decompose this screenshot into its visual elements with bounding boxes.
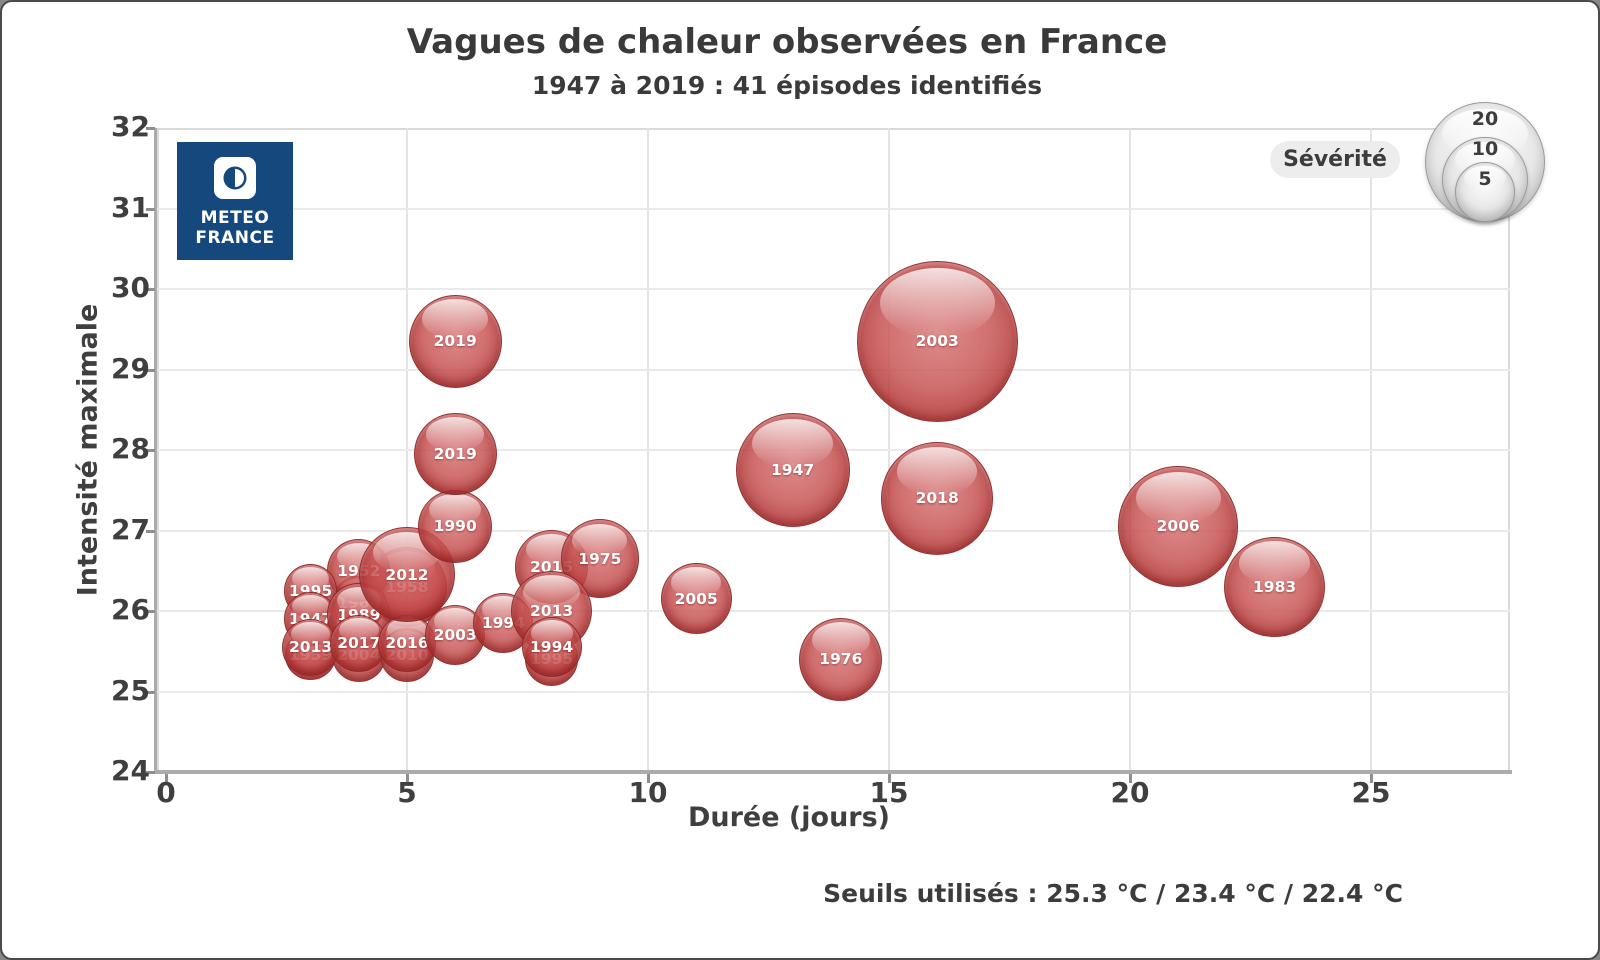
bubble-1994: 1994 [521, 617, 582, 678]
x-tick-label-5: 5 [397, 776, 417, 809]
legend-title-pill: Sévérité [1270, 141, 1400, 178]
bubble-1983: 1983 [1224, 536, 1325, 638]
bubble-label-1947: 1947 [771, 461, 815, 480]
y-tick-24 [146, 771, 155, 774]
x-tick-label-20: 20 [1110, 776, 1150, 809]
y-tick-26 [146, 610, 155, 613]
legend-size-label-10: 10 [1471, 138, 1499, 161]
bubble-label-1990: 1990 [433, 517, 477, 536]
legend-title: Sévérité [1283, 147, 1387, 172]
y-tick-label-26: 26 [111, 593, 150, 626]
bubble-label-1976: 1976 [819, 650, 863, 669]
y-axis-title: Intensité maximale [72, 303, 104, 597]
x-tick-label-10: 10 [628, 776, 668, 809]
gridline-y-31 [157, 207, 1510, 210]
bubble-label-2019: 2019 [433, 332, 477, 351]
y-tick-25 [146, 690, 155, 694]
y-tick-label-28: 28 [111, 432, 150, 465]
bubble-label-2012: 2012 [385, 565, 429, 584]
bubble-1976: 1976 [799, 617, 883, 701]
logo-text: METEO FRANCE [195, 208, 274, 248]
bubble-2006: 2006 [1118, 466, 1239, 587]
bubble-label-2005: 2005 [674, 589, 718, 608]
gridline-y-29 [157, 368, 1510, 371]
x-axis-line [154, 770, 1512, 774]
y-axis-line [154, 128, 157, 774]
bubble-label-2003: 2003 [433, 626, 477, 645]
y-tick-28 [146, 449, 155, 452]
x-tick-label-0: 0 [156, 776, 176, 809]
y-tick-30 [146, 288, 155, 291]
y-tick-32 [146, 127, 155, 130]
x-tick-label-25: 25 [1351, 776, 1391, 809]
logo-line-2: FRANCE [195, 228, 275, 248]
bubble-1990: 1990 [418, 489, 493, 564]
bubble-label-2019: 2019 [433, 445, 477, 464]
bubble-label-2018: 2018 [915, 489, 959, 508]
legend-circle-5 [1454, 161, 1516, 222]
bubble-label-2003: 2003 [915, 332, 959, 351]
bubble-label-1994: 1994 [530, 638, 574, 657]
y-tick-label-30: 30 [111, 271, 150, 304]
bubble-2019: 2019 [408, 294, 502, 388]
y-tick-label-24: 24 [111, 754, 150, 787]
x-tick-10 [647, 774, 650, 783]
x-tick-5 [406, 774, 409, 783]
bubble-label-2013: 2013 [530, 601, 574, 620]
y-tick-label-29: 29 [111, 351, 150, 385]
bubble-label-2017: 2017 [337, 634, 381, 653]
bubble-2019: 2019 [413, 412, 497, 496]
y-tick-label-27: 27 [111, 512, 150, 546]
bubble-label-1983: 1983 [1253, 577, 1297, 596]
y-tick-27 [146, 529, 155, 533]
bubble-label-2006: 2006 [1156, 517, 1200, 536]
x-tick-0 [165, 774, 168, 783]
bubble-label-1975: 1975 [578, 549, 622, 568]
sun-moon-icon [223, 166, 247, 190]
x-tick-20 [1129, 774, 1132, 783]
meteo-france-logo: METEO FRANCE [177, 142, 293, 260]
bubble-2005: 2005 [660, 563, 732, 635]
x-tick-label-15: 15 [869, 776, 909, 809]
legend-size-label-5: 5 [1478, 167, 1492, 190]
chart-title: Vagues de chaleur observées en France [406, 22, 1168, 62]
bubble-2003: 2003 [856, 260, 1018, 423]
x-tick-15 [888, 774, 891, 783]
bubble-1947: 1947 [735, 413, 850, 528]
chart-subtitle: 1947 à 2019 : 41 épisodes identifiés [531, 71, 1043, 100]
bubble-label-2016: 2016 [385, 634, 429, 653]
logo-line-1: METEO [200, 208, 270, 228]
gridline-y-30 [157, 288, 1510, 290]
bubble-label-2013: 2013 [289, 638, 333, 657]
bubble-2018: 2018 [880, 442, 994, 555]
y-tick-29 [146, 368, 155, 372]
y-tick-label-25: 25 [111, 673, 150, 707]
gridline-y-26 [157, 610, 1510, 612]
y-tick-label-32: 32 [111, 110, 150, 143]
x-tick-25 [1370, 774, 1373, 783]
y-tick-label-31: 31 [111, 190, 150, 224]
legend-size-label-20: 20 [1471, 108, 1499, 131]
thresholds-note: Seuils utilisés : 25.3 °C / 23.4 °C / 22… [823, 879, 1403, 908]
gridline-y-27 [157, 529, 1510, 532]
y-tick-31 [146, 207, 155, 211]
meteo-france-logo-icon [214, 157, 256, 199]
x-axis-title: Durée (jours) [687, 802, 891, 833]
